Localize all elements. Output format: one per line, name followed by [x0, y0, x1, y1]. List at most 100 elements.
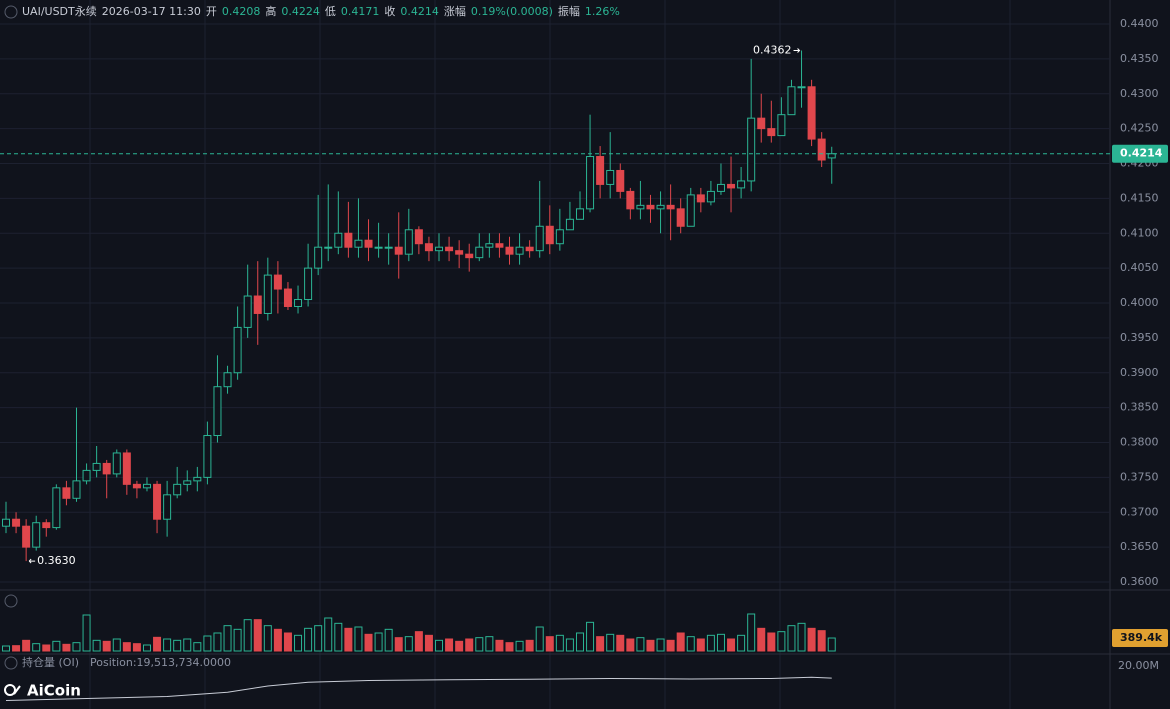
- candle-body: [193, 476, 202, 482]
- candle-body: [435, 246, 444, 252]
- candle-body: [616, 169, 625, 192]
- volume-bar: [22, 639, 31, 652]
- candle-body: [757, 117, 766, 130]
- volume-bar: [394, 637, 403, 652]
- volume-bar: [294, 634, 303, 652]
- volume-bar: [12, 645, 21, 652]
- header-label: 低: [325, 5, 336, 18]
- volume-bar: [173, 639, 182, 652]
- volume-bar: [243, 619, 252, 652]
- volume-bar: [233, 628, 242, 652]
- candle-body: [173, 483, 182, 496]
- candle-body: [424, 243, 433, 252]
- volume-bar: [122, 642, 131, 652]
- candle-body: [455, 250, 464, 255]
- candle-body: [374, 246, 383, 249]
- candle-body: [787, 86, 796, 116]
- candle-body: [344, 232, 353, 248]
- y-tick-label: 0.4300: [1120, 87, 1159, 100]
- candle-body: [364, 239, 373, 248]
- volume-bar: [616, 634, 625, 652]
- header-value: 0.4224: [281, 5, 320, 18]
- candle-body: [827, 153, 836, 159]
- candle-body: [706, 190, 715, 203]
- volume-bar: [495, 639, 504, 652]
- volume-bar: [112, 638, 121, 652]
- candle-body: [12, 518, 21, 527]
- volume-bar: [42, 644, 51, 652]
- volume-bar: [62, 643, 71, 652]
- candle-body: [535, 225, 544, 252]
- candle-body: [213, 386, 222, 437]
- volume-bar: [414, 631, 423, 652]
- header-value: 0.4214: [400, 5, 439, 18]
- volume-bar: [273, 628, 282, 652]
- y-tick-label: 0.3950: [1120, 331, 1159, 344]
- y-tick-label: 0.4150: [1120, 191, 1159, 204]
- volume-bar: [545, 636, 554, 652]
- candle-body: [636, 204, 645, 210]
- candle-body: [414, 229, 423, 245]
- y-tick-label: 0.3900: [1120, 366, 1159, 379]
- candle-body: [253, 295, 262, 314]
- volume-bar: [314, 625, 323, 652]
- candle-body: [505, 246, 514, 255]
- volume-bar: [817, 630, 826, 652]
- volume-bar: [787, 625, 796, 652]
- candle-body: [445, 246, 454, 252]
- candle-body: [294, 299, 303, 307]
- candle-body: [777, 114, 786, 137]
- volume-bar: [253, 619, 262, 652]
- collapse-button[interactable]: [4, 656, 18, 670]
- collapse-button[interactable]: [4, 594, 18, 608]
- volume-bar: [445, 638, 454, 652]
- candle-body: [183, 480, 192, 485]
- volume-bar: [535, 626, 544, 652]
- volume-bar: [777, 631, 786, 652]
- candle-body: [646, 204, 655, 210]
- y-tick-label: 0.3850: [1120, 401, 1159, 414]
- candle-body: [324, 246, 333, 249]
- volume-label: 389.4k: [1120, 631, 1163, 644]
- volume-bar: [807, 627, 816, 652]
- max-label: 0.4362: [753, 44, 792, 57]
- candle-body: [233, 326, 242, 374]
- volume-bar: [515, 640, 524, 652]
- volume-bar: [203, 635, 212, 652]
- volume-bar: [163, 638, 172, 652]
- volume-bar: [334, 622, 343, 652]
- header-label: 振幅: [558, 4, 580, 18]
- candle-body: [42, 522, 51, 529]
- collapse-button[interactable]: [4, 5, 18, 19]
- candle-body: [817, 138, 826, 161]
- y-tick-label: 0.4000: [1120, 296, 1159, 309]
- candle-body: [475, 246, 484, 259]
- volume-bar: [364, 633, 373, 652]
- volume-bar: [304, 627, 313, 652]
- candle-body: [82, 469, 91, 482]
- volume-bar: [606, 633, 615, 652]
- candle-body: [404, 229, 413, 255]
- last-price-tag: [1112, 144, 1168, 163]
- candle-body: [696, 194, 705, 203]
- volume-bar: [263, 625, 272, 652]
- candle-body: [2, 518, 10, 527]
- candle-body: [112, 452, 121, 475]
- volume-bar: [727, 638, 736, 652]
- arrow: [793, 48, 801, 53]
- volume-bar: [737, 634, 746, 652]
- candle-body: [727, 183, 736, 189]
- candle-body: [132, 483, 141, 489]
- volume-bar: [465, 638, 474, 652]
- candle-body: [92, 462, 101, 471]
- candle-body: [656, 204, 665, 210]
- volume-bar: [384, 628, 393, 652]
- volume-bar: [283, 632, 292, 652]
- candle-body: [384, 246, 393, 249]
- volume-bar: [92, 639, 101, 652]
- candle-body: [72, 480, 81, 499]
- volume-bar: [32, 643, 41, 652]
- candle-body: [676, 208, 685, 227]
- volume-bar: [435, 639, 444, 652]
